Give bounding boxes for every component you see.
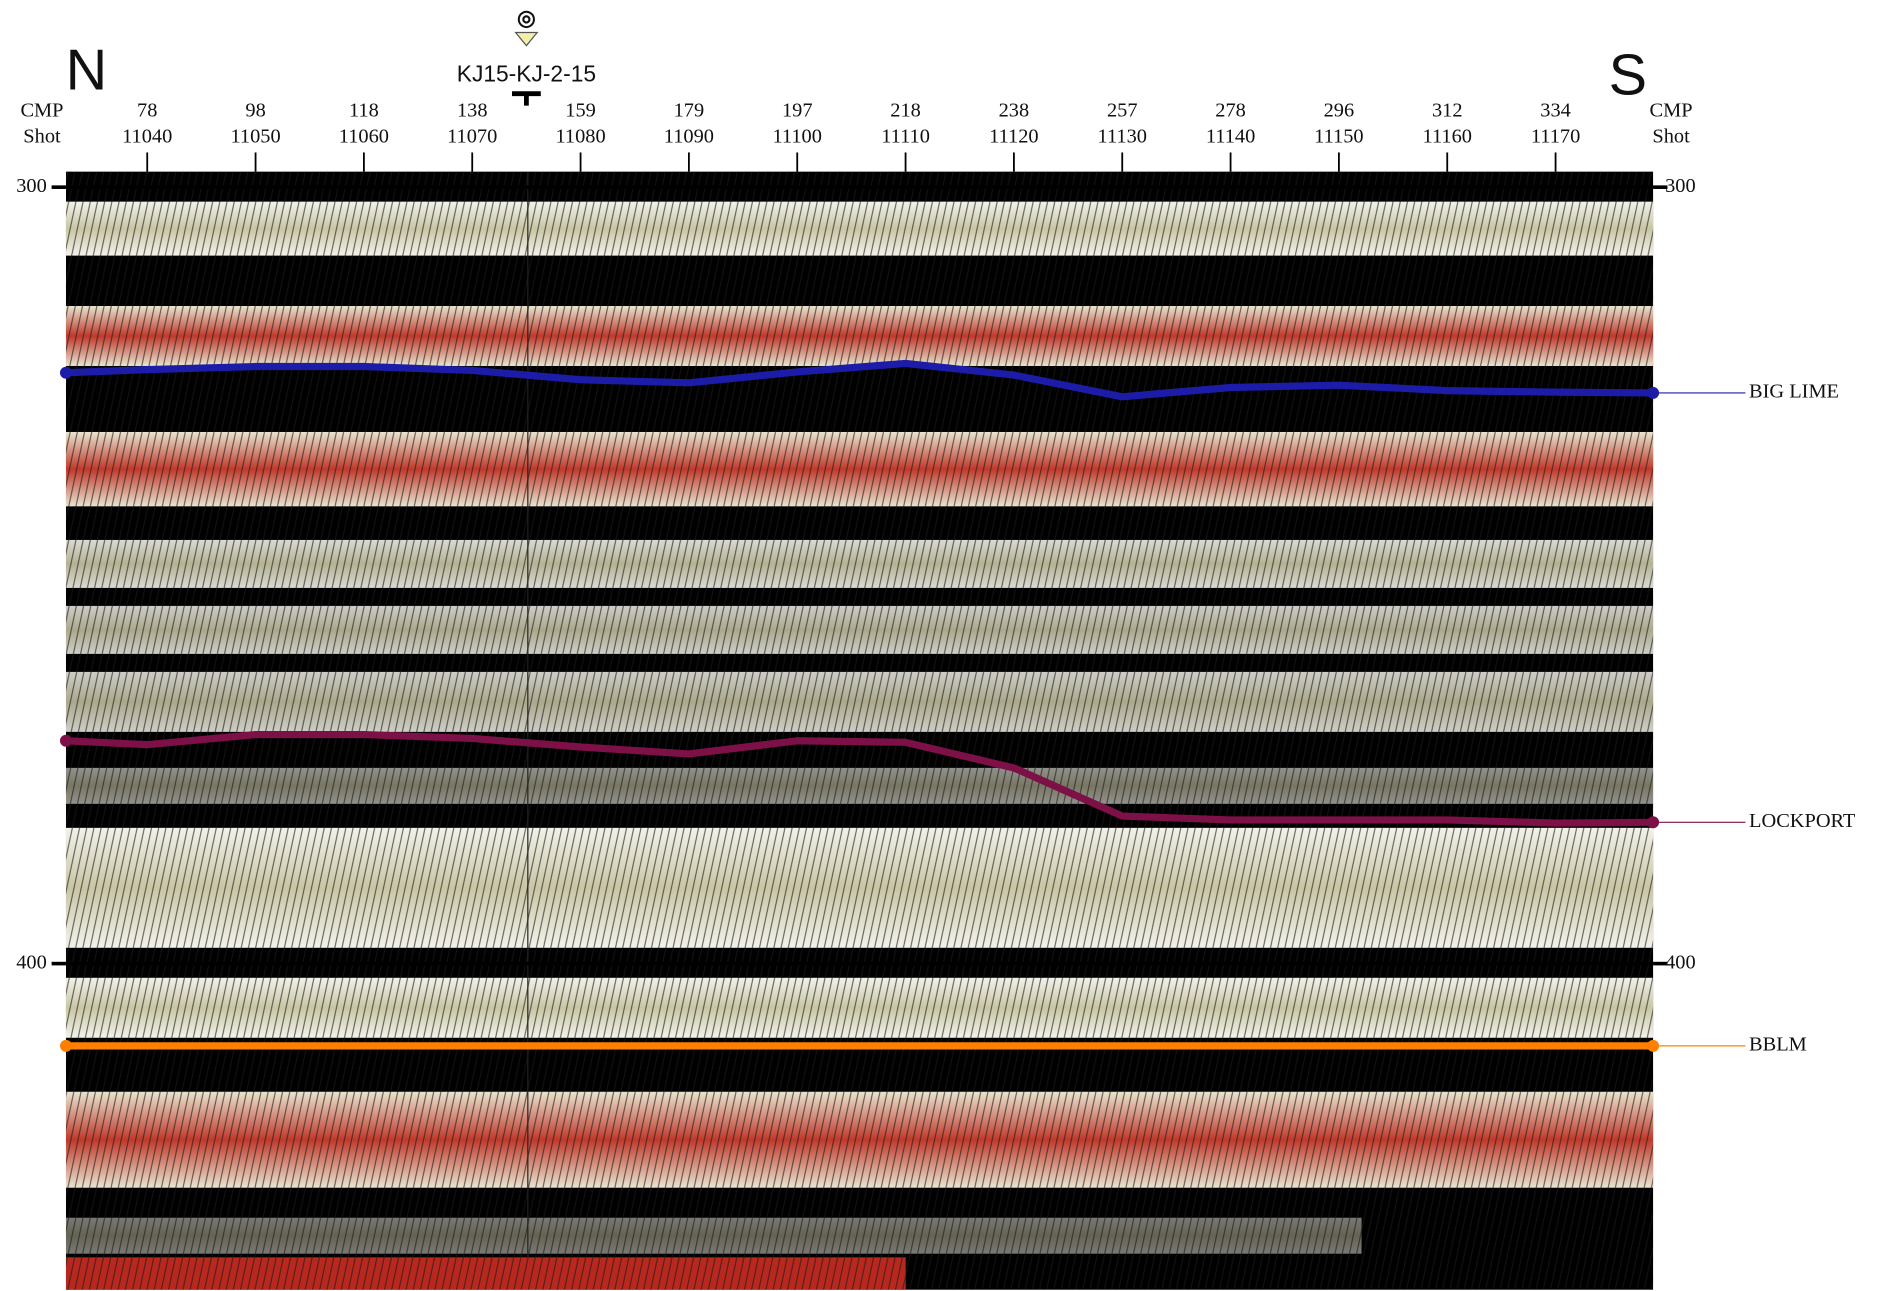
y-tick-label: 300 — [16, 175, 47, 197]
x-tick-label: 11050 — [230, 126, 280, 148]
horizon-label: BBLM — [1749, 1034, 1807, 1056]
cmp-label: 138 — [457, 99, 488, 121]
cmp-label: 278 — [1215, 99, 1246, 121]
cmp-label: 118 — [349, 99, 379, 121]
cmp-label: 312 — [1432, 99, 1463, 121]
x-tick-label: 11100 — [773, 126, 822, 148]
cmp-label: 238 — [999, 99, 1030, 121]
cmp-label: 98 — [245, 99, 265, 121]
direction-left: N — [66, 39, 108, 103]
direction-right: S — [1609, 43, 1647, 107]
y-tick-label: 400 — [1665, 951, 1696, 973]
well-symbol: ◎ — [517, 5, 536, 30]
x-tick-label: 11060 — [339, 126, 389, 148]
cmp-label: 257 — [1107, 99, 1138, 121]
horizon — [65, 359, 1654, 401]
x-tick-label: 11120 — [989, 126, 1038, 148]
cmp-label: 179 — [674, 99, 705, 121]
cmp-label: 78 — [137, 99, 157, 121]
row-label: Shot — [1652, 126, 1690, 148]
horizon-end — [59, 1039, 72, 1052]
x-tick-label: 11080 — [555, 126, 605, 148]
row-label: CMP — [20, 99, 63, 121]
horizon — [65, 730, 1654, 827]
row-label: CMP — [1650, 99, 1693, 121]
seismic-section — [65, 171, 1654, 1290]
x-tick-label: 11070 — [447, 126, 497, 148]
x-tick-label: 11170 — [1531, 126, 1580, 148]
well-top — [512, 91, 541, 106]
x-tick-label: 11160 — [1423, 126, 1472, 148]
row-label: Shot — [23, 126, 61, 148]
cmp-label: 218 — [890, 99, 921, 121]
y-tick-label: 400 — [16, 951, 47, 973]
x-tick-label: 11040 — [122, 126, 172, 148]
horizon-label: LOCKPORT — [1749, 810, 1856, 832]
well-marker — [514, 31, 539, 47]
horizon-label: BIG LIME — [1749, 381, 1839, 403]
x-tick-label: 11140 — [1206, 126, 1255, 148]
x-tick-label: 11130 — [1098, 126, 1147, 148]
x-tick-label: 11090 — [664, 126, 714, 148]
y-tick-label: 300 — [1665, 175, 1696, 197]
x-tick-label: 11110 — [881, 126, 930, 148]
cmp-label: 159 — [565, 99, 596, 121]
horizon-end — [59, 734, 72, 747]
cmp-label: 197 — [782, 99, 813, 121]
cmp-label: 334 — [1540, 99, 1571, 121]
horizon-end — [59, 366, 72, 379]
x-tick-label: 11150 — [1314, 126, 1363, 148]
cmp-label: 296 — [1324, 99, 1355, 121]
well-label: KJ15-KJ-2-15 — [457, 61, 596, 87]
